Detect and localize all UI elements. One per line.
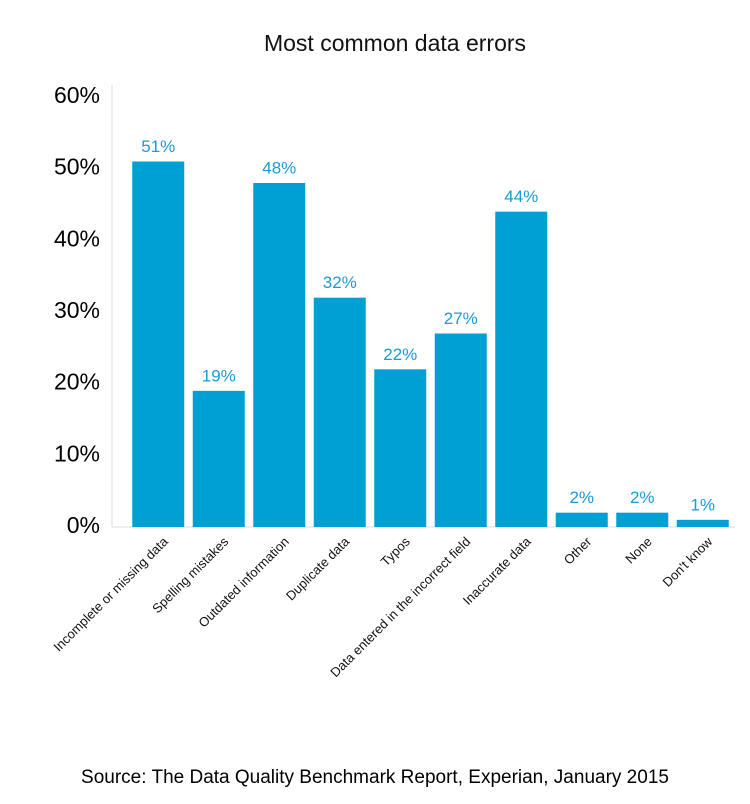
bar (434, 333, 487, 527)
y-tick-label: 50% (54, 154, 100, 180)
value-label: 22% (383, 345, 417, 364)
chart-title: Most common data errors (264, 30, 526, 56)
value-label: 2% (630, 488, 655, 507)
value-label: 48% (262, 158, 296, 177)
bar (313, 297, 366, 527)
y-tick-label: 0% (67, 512, 100, 538)
y-tick-label: 10% (54, 440, 100, 466)
value-label: 2% (569, 488, 594, 507)
x-tick-label: Don't know (660, 534, 716, 590)
x-tick-label: Incomplete or missing data (50, 533, 171, 654)
value-label: 44% (504, 187, 538, 206)
value-label: 32% (323, 273, 357, 292)
bar (616, 512, 669, 527)
x-tick-label: Other (561, 533, 595, 567)
bar (192, 390, 245, 527)
y-tick-label: 40% (54, 225, 100, 251)
bar (495, 211, 548, 527)
bar (253, 183, 306, 527)
y-tick-label: 30% (54, 297, 100, 323)
value-label: 19% (202, 366, 236, 385)
value-label: 1% (690, 495, 715, 514)
x-tick-label: Duplicate data (283, 533, 353, 603)
bar (132, 161, 185, 527)
value-label: 27% (444, 309, 478, 328)
bar (555, 512, 608, 527)
x-tick-label: None (622, 534, 655, 567)
source-note: Source: The Data Quality Benchmark Repor… (81, 767, 669, 788)
value-label: 51% (141, 137, 175, 156)
y-tick-label: 20% (54, 369, 100, 395)
bar (374, 369, 427, 527)
y-tick-label: 60% (54, 82, 100, 108)
x-tick-label: Typos (378, 534, 413, 569)
bar (676, 519, 729, 527)
